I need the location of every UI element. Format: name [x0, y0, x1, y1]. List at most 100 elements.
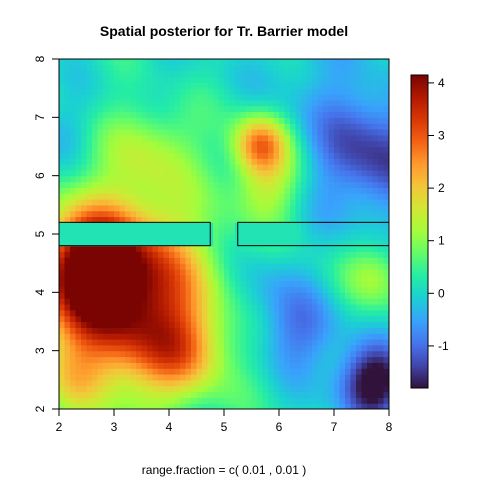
- heatmap-cell: [328, 356, 335, 363]
- heatmap-cell: [273, 164, 280, 171]
- heatmap-cell: [108, 239, 115, 247]
- heatmap-cell: [119, 263, 126, 270]
- heatmap-cell: [312, 263, 319, 270]
- heatmap-cell: [356, 210, 363, 218]
- heatmap-cell: [169, 350, 176, 358]
- heatmap-cell: [191, 403, 198, 409]
- heatmap-cell: [312, 269, 319, 276]
- heatmap-cell: [257, 140, 264, 148]
- heatmap-cell: [229, 146, 236, 153]
- heatmap-cell: [339, 397, 346, 404]
- heatmap-cell: [350, 344, 357, 352]
- heatmap-cell: [378, 304, 385, 311]
- heatmap-cell: [334, 164, 341, 171]
- heatmap-cell: [64, 350, 71, 358]
- heatmap-cell: [59, 146, 66, 153]
- heatmap-cell: [86, 123, 93, 130]
- heatmap-cell: [246, 105, 253, 113]
- heatmap-cell: [268, 245, 275, 253]
- heatmap-cell: [290, 204, 297, 212]
- heatmap-cell: [125, 64, 132, 72]
- heatmap-cell: [147, 193, 154, 200]
- heatmap-cell: [202, 210, 209, 218]
- heatmap-cell: [114, 304, 121, 311]
- heatmap-cell: [114, 88, 121, 95]
- heatmap-cell: [136, 158, 143, 165]
- heatmap-cell: [262, 274, 269, 282]
- heatmap-cell: [174, 82, 181, 89]
- heatmap-cell: [284, 280, 291, 288]
- heatmap-cell: [383, 292, 389, 299]
- heatmap-cell: [114, 181, 121, 188]
- heatmap-cell: [257, 321, 264, 328]
- heatmap-cell: [268, 94, 275, 101]
- heatmap-cell: [163, 350, 170, 358]
- heatmap-cell: [306, 280, 313, 288]
- heatmap-cell: [147, 158, 154, 165]
- heatmap-cell: [158, 76, 165, 83]
- heatmap-cell: [356, 88, 363, 95]
- heatmap-cell: [246, 362, 253, 369]
- heatmap-cell: [378, 269, 385, 276]
- heatmap-cell: [262, 379, 269, 387]
- heatmap-cell: [246, 111, 253, 118]
- heatmap-cell: [108, 403, 115, 409]
- heatmap-cell: [64, 234, 71, 241]
- heatmap-cell: [169, 234, 176, 241]
- heatmap-cell: [81, 269, 88, 276]
- heatmap-cell: [75, 368, 82, 375]
- heatmap-cell: [312, 193, 319, 200]
- heatmap-cell: [268, 222, 275, 229]
- heatmap-cell: [268, 187, 275, 194]
- heatmap-cell: [158, 315, 165, 323]
- heatmap-cell: [108, 251, 115, 258]
- heatmap-cell: [75, 134, 82, 142]
- heatmap-cell: [119, 82, 126, 89]
- heatmap-cell: [235, 82, 242, 89]
- heatmap-cell: [119, 403, 126, 409]
- heatmap-cell: [213, 181, 220, 188]
- heatmap-cell: [180, 228, 187, 235]
- heatmap-cell: [130, 385, 137, 393]
- heatmap-cell: [306, 129, 313, 136]
- heatmap-cell: [334, 111, 341, 118]
- heatmap-cell: [152, 228, 159, 235]
- heatmap-cell: [103, 187, 110, 194]
- heatmap-cell: [174, 280, 181, 288]
- heatmap-cell: [180, 199, 187, 206]
- heatmap-cell: [312, 88, 319, 95]
- heatmap-cell: [339, 169, 346, 177]
- heatmap-cell: [378, 362, 385, 369]
- heatmap-cell: [279, 274, 286, 282]
- heatmap-cell: [372, 368, 379, 375]
- heatmap-cell: [383, 339, 389, 346]
- heatmap-cell: [328, 350, 335, 358]
- heatmap-cell: [125, 193, 132, 200]
- heatmap-cell: [334, 204, 341, 212]
- heatmap-cell: [180, 321, 187, 328]
- heatmap-cell: [339, 140, 346, 148]
- heatmap-cell: [273, 94, 280, 101]
- heatmap-cell: [103, 298, 110, 305]
- heatmap-cell: [367, 245, 374, 253]
- heatmap-cell: [312, 152, 319, 159]
- heatmap-cell: [356, 263, 363, 270]
- heatmap-cell: [147, 76, 154, 83]
- heatmap-cell: [306, 76, 313, 83]
- heatmap-cell: [141, 82, 148, 89]
- heatmap-cell: [81, 199, 88, 206]
- heatmap-cell: [169, 304, 176, 311]
- heatmap-cell: [372, 210, 379, 218]
- heatmap-cell: [372, 99, 379, 107]
- heatmap-cell: [279, 403, 286, 409]
- heatmap-cell: [301, 403, 308, 409]
- heatmap-cell: [279, 374, 286, 381]
- heatmap-cell: [350, 64, 357, 72]
- heatmap-cell: [284, 298, 291, 305]
- heatmap-cell: [339, 321, 346, 328]
- heatmap-cell: [273, 385, 280, 393]
- heatmap-cell: [246, 286, 253, 293]
- heatmap-cell: [350, 193, 357, 200]
- heatmap-cell: [224, 117, 231, 124]
- heatmap-cell: [191, 70, 198, 78]
